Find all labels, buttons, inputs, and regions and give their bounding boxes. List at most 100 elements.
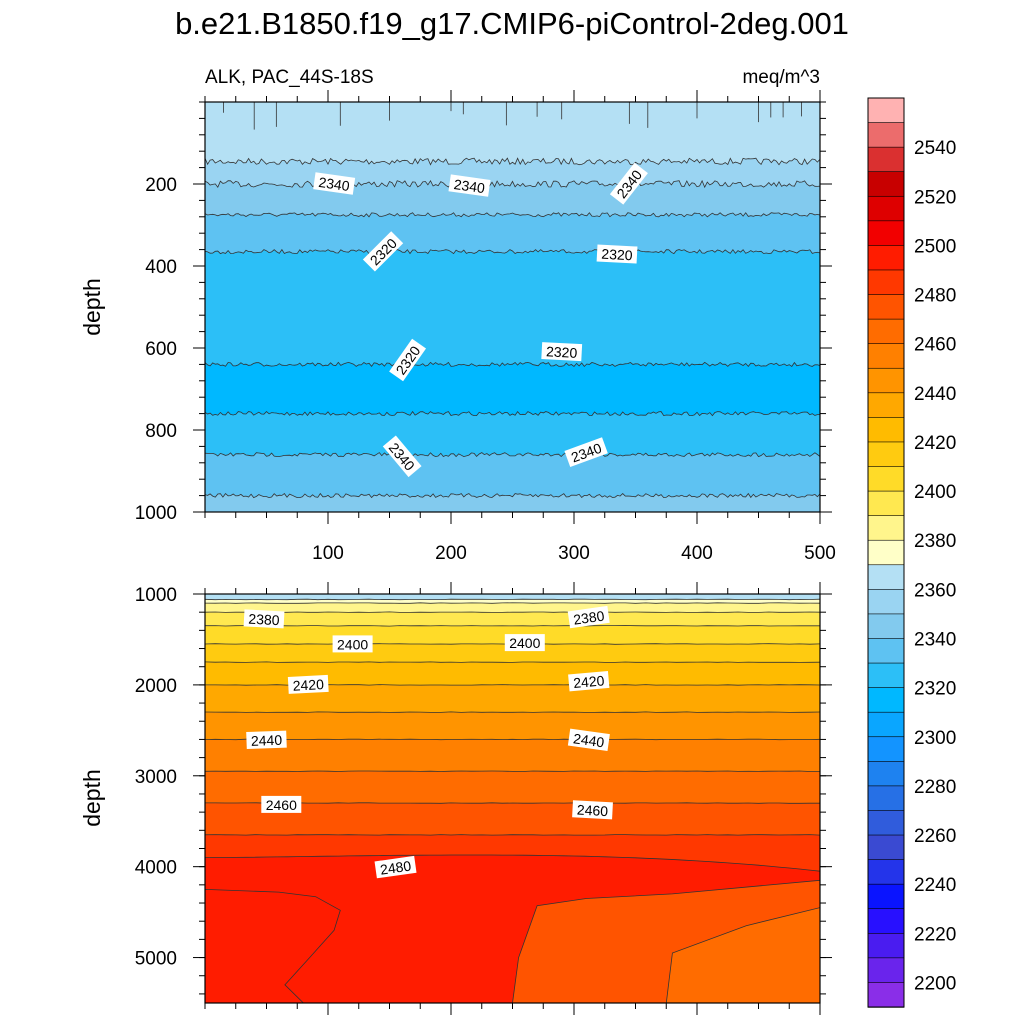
- contour-label: 2440: [567, 728, 610, 752]
- contour-label-text: 2420: [292, 676, 324, 694]
- lower-contour-labels: 2380 2380 2400 2400 2420 2420 2440 2440 2460 2460…: [243, 605, 613, 879]
- colorbar-label: 2440: [914, 384, 956, 405]
- colorbar-swatch: [867, 932, 905, 959]
- colorbar-swatch: [867, 269, 905, 296]
- contour-label-bg: [374, 855, 417, 879]
- contour-label: 2400: [504, 634, 545, 652]
- contour-label-text: 2400: [509, 635, 540, 651]
- lower-band-2490: [205, 888, 341, 1003]
- colorbar-label: 2520: [914, 187, 956, 208]
- contour-label-text: 2340: [453, 176, 486, 196]
- contour-label-bg: [313, 172, 356, 195]
- y-tick-label: 2000: [135, 676, 177, 697]
- upper-axis-ticks: 200 400 600 800 1000 100 200 300 400 500: [135, 90, 836, 564]
- x-tick-label: 100: [312, 543, 344, 564]
- colorbar-swatch: [867, 417, 905, 443]
- colorbar-swatch: [867, 687, 905, 713]
- contour-label-text: 2400: [337, 636, 368, 652]
- contour-label: 2400: [332, 635, 373, 653]
- colorbar-frame: [867, 97, 905, 1008]
- upper-contour-line: [205, 410, 820, 417]
- colorbar-swatch: [867, 466, 905, 492]
- contour-label-bg: [564, 437, 608, 467]
- contour-label-text: 2340: [318, 174, 351, 194]
- contour-label: 2420: [568, 670, 610, 692]
- contour-label-bg: [448, 174, 491, 197]
- colorbar-label: 2380: [914, 531, 956, 552]
- colorbar-swatch: [867, 171, 905, 197]
- lower-contour-line: [205, 598, 820, 601]
- upper-contour-line: [205, 248, 820, 255]
- y-tick-label: 5000: [135, 949, 177, 970]
- upper-contour-line: [205, 452, 820, 458]
- colorbar-label: 2500: [914, 236, 956, 257]
- y-tick-label: 1000: [135, 585, 177, 606]
- contour-label: 2320: [596, 244, 638, 264]
- lower-band-2460-right: [665, 907, 820, 1003]
- colorbar-swatch: [867, 883, 905, 910]
- y-tick-label: 600: [145, 339, 177, 360]
- lower-contour-line: [205, 802, 820, 804]
- colorbar-swatch: [867, 982, 905, 1008]
- y-tick-label: 400: [145, 257, 177, 278]
- contour-label-bg: [567, 605, 610, 629]
- lower-contour-line: [205, 854, 820, 872]
- colorbar-swatch: [867, 146, 905, 173]
- contour-label-bg: [389, 338, 427, 382]
- colorbar-label: 2240: [914, 875, 956, 896]
- colorbar-swatch: [867, 785, 905, 812]
- contour-label-bg: [246, 730, 287, 749]
- contour-label-bg: [541, 342, 583, 362]
- colorbar-label: 2360: [914, 580, 956, 601]
- contour-label: 2320: [362, 231, 404, 272]
- contour-label: 2320: [541, 342, 583, 362]
- y-tick-label: 200: [145, 175, 177, 196]
- colorbar-swatch: [867, 908, 905, 934]
- upper-right-label: meq/m^3: [742, 67, 820, 88]
- colorbar-label: 2420: [914, 433, 956, 454]
- colorbar-label: 2480: [914, 286, 956, 307]
- x-tick-label: 400: [681, 543, 713, 564]
- contour-label-bg: [567, 728, 610, 752]
- colorbar-label: 2200: [914, 973, 956, 994]
- lower-contour-line: [205, 711, 820, 713]
- colorbar-swatch: [867, 294, 905, 320]
- lower-contour-line: [205, 602, 820, 604]
- contour-label-text: 2380: [248, 611, 280, 629]
- contour-label-bg: [572, 800, 613, 820]
- colorbar-swatch: [867, 859, 905, 885]
- contour-label-bg: [261, 795, 302, 813]
- x-tick-label: 500: [804, 543, 836, 564]
- y-tick-label: 1000: [135, 503, 177, 524]
- upper-left-label: ALK, PAC_44S-18S: [205, 67, 374, 88]
- colorbar-swatch: [867, 367, 905, 394]
- colorbar-label: 2280: [914, 777, 956, 798]
- contour-label: 2440: [246, 730, 287, 749]
- contour-label-bg: [568, 670, 610, 692]
- colorbar-label: 2400: [914, 482, 956, 503]
- contour-label-bg: [596, 244, 638, 264]
- contour-label-text: 2480: [379, 857, 412, 877]
- upper-contour-line: [205, 361, 820, 368]
- contour-label-text: 2380: [572, 607, 605, 627]
- colorbar-label: 2220: [914, 924, 956, 945]
- lower-contour-line: [205, 661, 820, 663]
- contour-label-text: 2460: [266, 797, 297, 813]
- colorbar-swatch: [867, 589, 905, 615]
- lower-contour-line: [205, 625, 820, 627]
- colorbar-swatch: [867, 564, 905, 591]
- colorbar-swatch: [867, 490, 905, 517]
- colorbar: 2540 2520 2500 2480 2460 2440 2420 2400 2380 2360…: [867, 97, 956, 1008]
- colorbar-swatch: [867, 711, 905, 738]
- chart-title: b.e21.B1850.f19_g17.CMIP6-piControl-2deg…: [175, 6, 849, 41]
- contour-label-text: 2420: [573, 672, 606, 691]
- upper-contour-line: [205, 492, 820, 499]
- x-tick-label: 300: [558, 543, 590, 564]
- x-tick-label: 200: [435, 543, 467, 564]
- colorbar-label: 2540: [914, 138, 956, 159]
- contour-label-text: 2440: [572, 730, 605, 750]
- lower-panel: 2380 2380 2400 2400 2420 2420 2440 2440 2460 2460…: [79, 582, 832, 1015]
- y-tick-label: 800: [145, 421, 177, 442]
